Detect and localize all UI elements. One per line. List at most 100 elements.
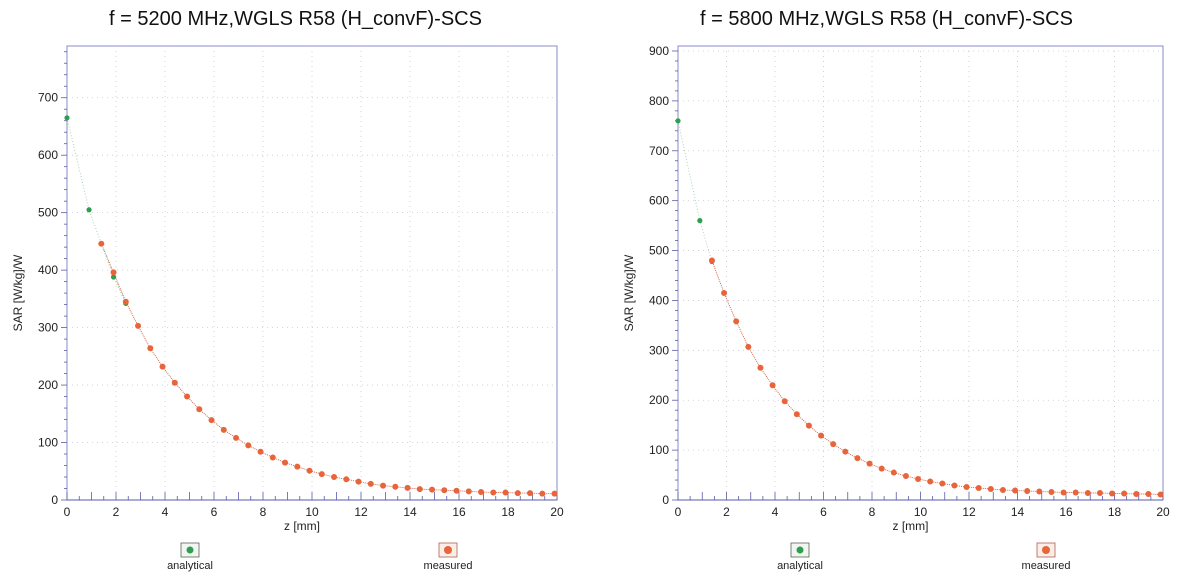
- measured-point: [745, 343, 752, 350]
- measured-point: [110, 269, 117, 276]
- y-tick-label: 100: [38, 436, 58, 450]
- x-tick-label: 6: [820, 505, 827, 519]
- measured-point: [818, 432, 825, 439]
- measured-point: [171, 379, 178, 386]
- legend-marker-analytical: [186, 546, 194, 554]
- analytical-point: [86, 207, 92, 213]
- y-tick-label: 0: [662, 493, 669, 507]
- measured-point: [733, 318, 740, 325]
- measured-point: [1121, 490, 1128, 497]
- y-tick-label: 300: [649, 343, 669, 357]
- measured-point: [502, 489, 509, 496]
- measured-point: [208, 417, 215, 424]
- measured-point: [805, 422, 812, 429]
- plot-area: [66, 45, 558, 501]
- measured-point: [708, 257, 715, 264]
- measured-point: [294, 463, 301, 470]
- measured-point: [539, 490, 546, 497]
- measured-point: [453, 487, 460, 494]
- x-tick-label: 16: [452, 505, 466, 519]
- x-tick-label: 0: [64, 505, 71, 519]
- measured-point: [830, 441, 837, 448]
- legend-label-analytical: analytical: [777, 560, 823, 572]
- legend-marker-measured: [1042, 546, 1050, 554]
- measured-point: [122, 298, 129, 305]
- measured-point: [441, 487, 448, 494]
- measured-point: [318, 471, 325, 478]
- measured-point: [1036, 488, 1043, 495]
- measured-point: [878, 465, 885, 472]
- measured-point: [135, 322, 142, 329]
- measured-point: [963, 484, 970, 491]
- y-tick-label: 300: [38, 321, 58, 335]
- measured-point: [999, 487, 1006, 494]
- y-tick-label: 900: [649, 44, 669, 58]
- y-tick-label: 100: [649, 443, 669, 457]
- y-tick-label: 700: [649, 144, 669, 158]
- x-tick-label: 18: [501, 505, 515, 519]
- y-tick-label: 600: [38, 148, 58, 162]
- measured-point: [1048, 489, 1055, 496]
- measured-point: [233, 434, 240, 441]
- measured-point: [1096, 490, 1103, 497]
- measured-point: [1024, 488, 1031, 495]
- measured-point: [490, 489, 497, 496]
- chart-5800-plot: 0 100 200 300 400 500 600 700 800 900 0 2 4 6 8 10 12 14 1…: [622, 44, 1170, 572]
- measured-point: [927, 478, 934, 485]
- measured-point: [1109, 490, 1116, 497]
- measured-point: [793, 411, 800, 418]
- chart-title: f = 5800 MHz,WGLS R58 (H_convF)-SCS: [700, 8, 1073, 30]
- measured-point: [514, 490, 521, 497]
- y-tick-label: 500: [38, 206, 58, 220]
- measured-point: [1012, 487, 1019, 494]
- x-tick-label: 16: [1059, 505, 1073, 519]
- measured-point: [866, 460, 873, 467]
- measured-point: [404, 484, 411, 491]
- y-tick-label: 200: [38, 378, 58, 392]
- analytical-point: [675, 118, 681, 124]
- x-tick-label: 10: [305, 505, 319, 519]
- x-tick-label: 18: [1108, 505, 1122, 519]
- measured-point: [1072, 489, 1079, 496]
- y-tick-label: 400: [38, 263, 58, 277]
- measured-point: [915, 476, 922, 483]
- x-tick-label: 0: [675, 505, 682, 519]
- analytical-line: [66, 117, 127, 304]
- x-axis-title: z [mm]: [893, 519, 929, 533]
- x-tick-label: 2: [723, 505, 730, 519]
- y-tick-label: 400: [649, 293, 669, 307]
- measured-point: [245, 442, 252, 449]
- measured-point: [367, 480, 374, 487]
- y-axis-title: SAR [W/kg]/W: [622, 254, 636, 331]
- analytical-point: [697, 218, 703, 224]
- measured-point: [196, 406, 203, 413]
- measured-point: [1084, 490, 1091, 497]
- measured-point: [951, 482, 958, 489]
- x-tick-label: 6: [211, 505, 218, 519]
- measured-point: [842, 448, 849, 455]
- measured-point: [721, 289, 728, 296]
- measured-point: [987, 486, 994, 493]
- legend-marker-analytical: [796, 546, 804, 554]
- measured-point: [890, 469, 897, 476]
- measured-point: [939, 480, 946, 487]
- measured-point: [282, 459, 289, 466]
- measured-point: [757, 364, 764, 371]
- x-tick-label: 8: [869, 505, 876, 519]
- y-tick-label: 800: [649, 94, 669, 108]
- measured-point: [465, 488, 472, 495]
- measured-point: [769, 382, 776, 389]
- chart-panel-5200: f = 5200 MHz,WGLS R58 (H_convF)-SCS 0 100…: [11, 8, 564, 572]
- y-tick-label: 500: [649, 244, 669, 258]
- chart-5200-plot: 0 100 200 300 400 500 600 700 0 2 4 6 8 10 12 14 16 18 20 z…: [11, 45, 564, 572]
- legend-label-analytical: analytical: [167, 560, 213, 572]
- measured-point: [416, 486, 423, 493]
- measured-point: [380, 482, 387, 489]
- y-tick-label: 700: [38, 91, 58, 105]
- x-axis-title: z [mm]: [284, 519, 320, 533]
- measured-point: [429, 486, 436, 493]
- measured-point: [269, 454, 276, 461]
- x-tick-label: 10: [914, 505, 928, 519]
- x-tick-label: 14: [403, 505, 417, 519]
- x-tick-label: 4: [772, 505, 779, 519]
